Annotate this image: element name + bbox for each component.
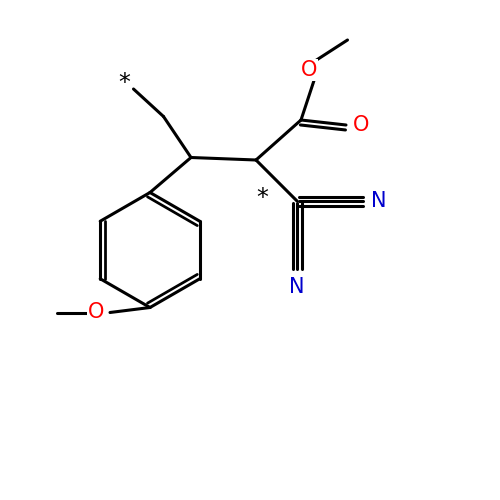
Text: O: O xyxy=(353,115,369,135)
Text: N: N xyxy=(371,191,386,211)
Text: O: O xyxy=(301,60,317,80)
Text: *: * xyxy=(256,186,268,210)
Text: *: * xyxy=(118,71,130,95)
Text: N: N xyxy=(289,277,305,297)
Text: O: O xyxy=(88,302,104,322)
